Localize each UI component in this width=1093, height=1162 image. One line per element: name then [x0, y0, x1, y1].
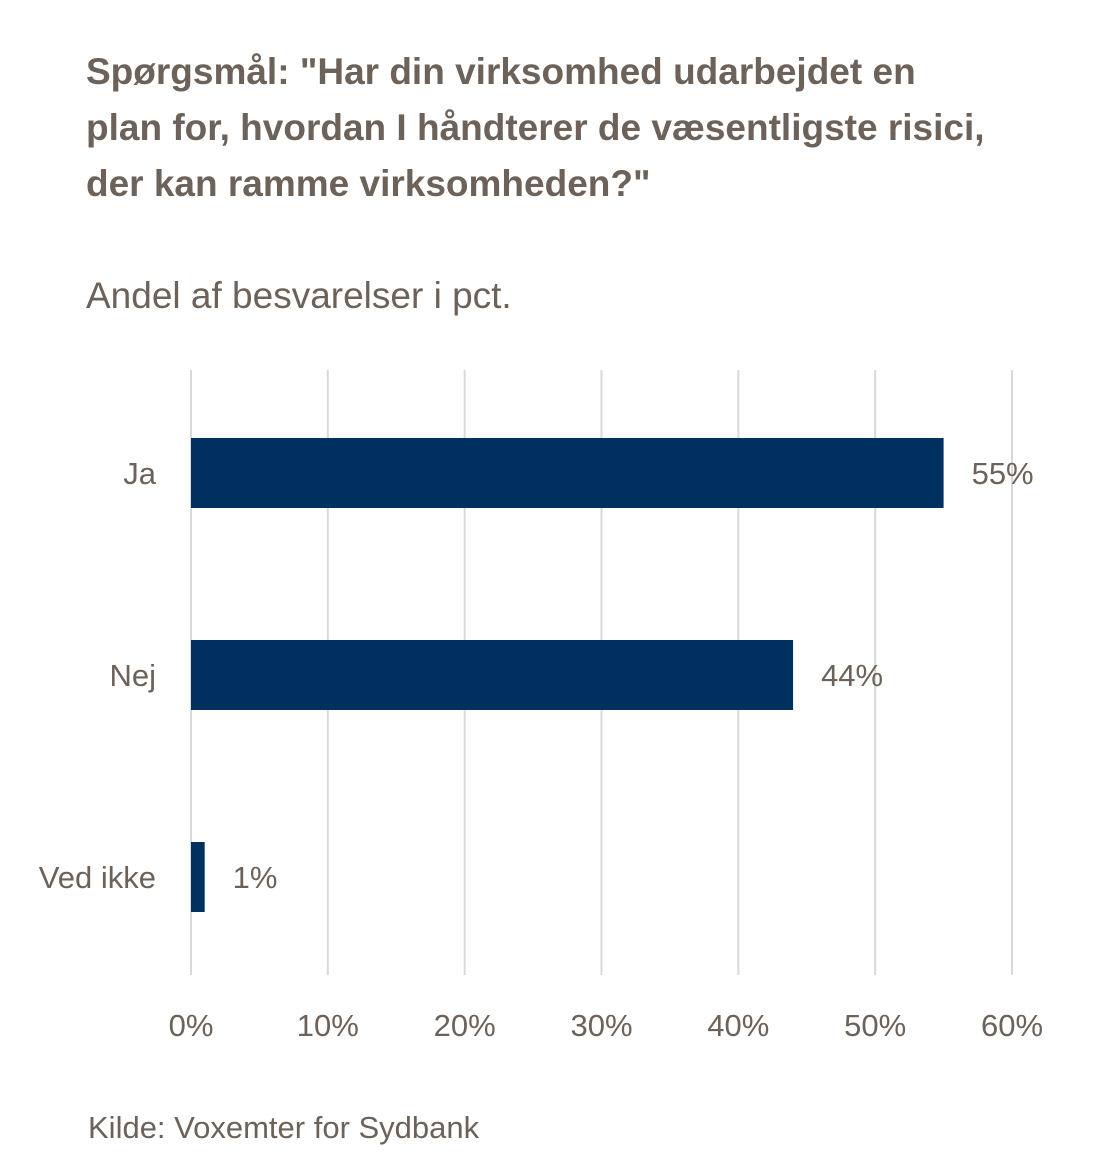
bar-chart: 0% 10% 20% 30% 40% 50% 60% Ja Nej Ved ikke 55% 44…: [39, 370, 1043, 1043]
x-tick-label: 20%: [434, 1008, 496, 1043]
category-label: Nej: [109, 658, 156, 693]
x-tick-label: 50%: [844, 1008, 906, 1043]
data-label: 55%: [972, 456, 1034, 491]
data-labels: 55% 44% 1%: [233, 456, 1034, 895]
x-tick-label: 10%: [297, 1008, 359, 1043]
y-axis-categories: Ja Nej Ved ikke: [39, 456, 157, 895]
data-label: 44%: [821, 658, 883, 693]
x-axis-ticks: 0% 10% 20% 30% 40% 50% 60%: [169, 1008, 1043, 1043]
category-label: Ja: [123, 456, 157, 491]
bar: [191, 438, 944, 508]
data-label: 1%: [233, 860, 278, 895]
category-label: Ved ikke: [39, 860, 156, 895]
x-tick-label: 60%: [981, 1008, 1043, 1043]
bars: [191, 438, 944, 912]
source-note: Kilde: Voxemter for Sydbank: [88, 1110, 480, 1145]
bar: [191, 842, 205, 912]
bar: [191, 640, 794, 710]
x-tick-label: 0%: [169, 1008, 214, 1043]
chart-subtitle: Andel af besvarelser i pct.: [86, 275, 512, 316]
x-tick-label: 30%: [570, 1008, 632, 1043]
chart-title: Spørgsmål: "Har din virksomhed udarbejde…: [86, 51, 985, 204]
x-tick-label: 40%: [707, 1008, 769, 1043]
